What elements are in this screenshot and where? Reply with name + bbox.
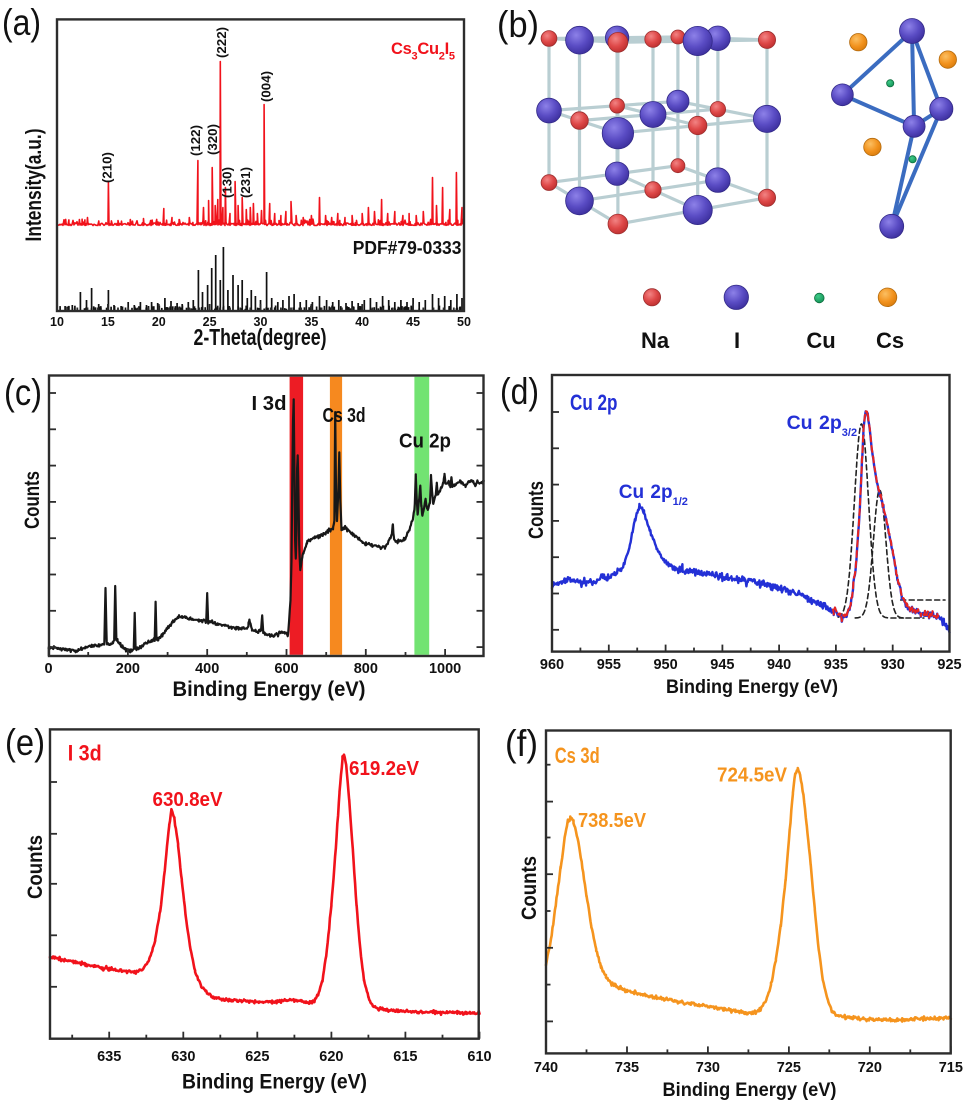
svg-text:I: I xyxy=(734,328,740,353)
svg-text:Cs 3d: Cs 3d xyxy=(323,405,366,427)
svg-text:2-Theta(degree): 2-Theta(degree) xyxy=(194,324,327,350)
svg-text:Binding Energy (eV): Binding Energy (eV) xyxy=(663,1079,837,1101)
svg-text:630: 630 xyxy=(171,1049,195,1065)
svg-text:Binding Energy (eV): Binding Energy (eV) xyxy=(182,1071,367,1094)
svg-text:1000: 1000 xyxy=(429,661,461,677)
svg-text:725: 725 xyxy=(777,1060,801,1076)
svg-text:Binding Energy (eV): Binding Energy (eV) xyxy=(173,678,366,701)
svg-text:625: 625 xyxy=(245,1049,269,1065)
svg-text:715: 715 xyxy=(939,1060,963,1076)
svg-text:(130): (130) xyxy=(221,167,235,198)
svg-text:(c): (c) xyxy=(4,371,42,413)
svg-text:40: 40 xyxy=(355,315,369,329)
svg-text:Cu 2p: Cu 2p xyxy=(570,390,618,415)
svg-text:800: 800 xyxy=(354,661,378,677)
svg-text:(a): (a) xyxy=(2,1,41,43)
svg-text:Cs: Cs xyxy=(876,328,904,353)
svg-text:735: 735 xyxy=(615,1060,639,1076)
svg-text:(d): (d) xyxy=(500,370,539,412)
svg-text:Counts: Counts xyxy=(525,481,548,539)
svg-text:Binding Energy (eV): Binding Energy (eV) xyxy=(666,676,838,698)
svg-text:Counts: Counts xyxy=(517,856,541,920)
svg-text:Cu: Cu xyxy=(806,328,835,353)
svg-text:630.8eV: 630.8eV xyxy=(153,789,224,811)
svg-text:Intensity(a.u.): Intensity(a.u.) xyxy=(21,129,46,242)
svg-text:25: 25 xyxy=(203,315,217,329)
svg-text:0: 0 xyxy=(45,661,53,677)
svg-text:955: 955 xyxy=(597,657,621,673)
svg-text:925: 925 xyxy=(937,657,961,673)
svg-text:(222): (222) xyxy=(215,27,229,58)
svg-text:20: 20 xyxy=(152,315,166,329)
svg-text:(b): (b) xyxy=(497,3,539,45)
svg-text:940: 940 xyxy=(767,657,791,673)
svg-text:(210): (210) xyxy=(101,152,115,183)
svg-text:10: 10 xyxy=(50,315,64,329)
svg-text:200: 200 xyxy=(116,661,140,677)
svg-text:30: 30 xyxy=(254,315,268,329)
svg-text:720: 720 xyxy=(858,1060,882,1076)
svg-text:50: 50 xyxy=(457,315,471,329)
svg-text:I 3d: I 3d xyxy=(68,741,102,766)
svg-text:(e): (e) xyxy=(5,721,45,763)
svg-text:Counts: Counts xyxy=(23,835,47,899)
svg-text:740: 740 xyxy=(534,1060,558,1076)
svg-text:724.5eV: 724.5eV xyxy=(717,765,788,787)
svg-text:(004): (004) xyxy=(260,71,274,102)
svg-text:610: 610 xyxy=(467,1049,491,1065)
svg-text:Cs 3d: Cs 3d xyxy=(555,743,600,768)
svg-text:960: 960 xyxy=(540,657,564,673)
svg-text:Counts: Counts xyxy=(21,471,44,529)
svg-text:(231): (231) xyxy=(239,167,253,198)
svg-text:730: 730 xyxy=(696,1060,720,1076)
svg-text:I 3d: I 3d xyxy=(252,393,287,415)
svg-text:635: 635 xyxy=(97,1049,121,1065)
svg-text:600: 600 xyxy=(274,661,298,677)
svg-text:738.5eV: 738.5eV xyxy=(578,810,647,832)
svg-text:400: 400 xyxy=(195,661,219,677)
svg-text:620: 620 xyxy=(319,1049,343,1065)
svg-text:35: 35 xyxy=(304,315,318,329)
svg-text:PDF#79-0333: PDF#79-0333 xyxy=(353,237,462,258)
svg-text:15: 15 xyxy=(101,315,115,329)
svg-text:45: 45 xyxy=(406,315,420,329)
svg-text:930: 930 xyxy=(881,657,905,673)
svg-text:(122): (122) xyxy=(189,125,203,156)
svg-text:(f): (f) xyxy=(505,722,538,764)
svg-text:Cu 2p: Cu 2p xyxy=(399,431,451,453)
svg-text:615: 615 xyxy=(393,1049,417,1065)
svg-text:(320): (320) xyxy=(206,124,220,155)
svg-text:Na: Na xyxy=(641,328,670,353)
svg-text:950: 950 xyxy=(653,657,677,673)
svg-text:935: 935 xyxy=(824,657,848,673)
svg-text:619.2eV: 619.2eV xyxy=(349,758,420,780)
svg-text:945: 945 xyxy=(710,657,734,673)
